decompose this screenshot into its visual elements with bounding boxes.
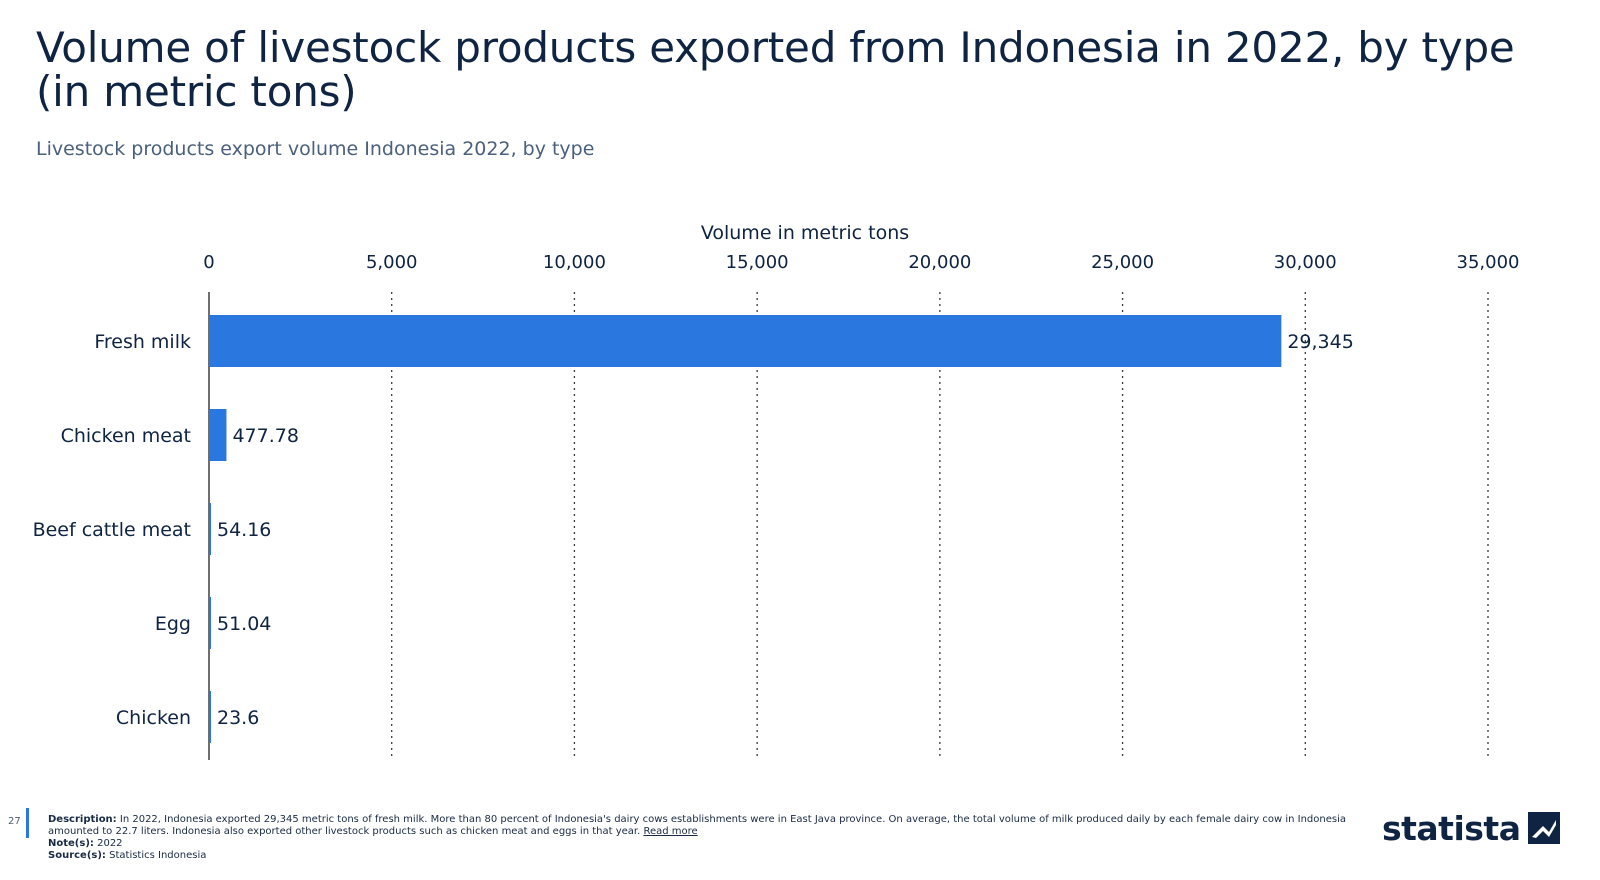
data-label: 54.16 (217, 519, 271, 541)
category-label: Beef cattle meat (33, 519, 191, 541)
bar (209, 597, 211, 649)
category-label: Chicken (116, 707, 191, 729)
notes-text: 2022 (97, 838, 123, 849)
x-axis-title-wrap: Volume in metric tons (0, 222, 1600, 244)
x-tick-label: 20,000 (908, 252, 971, 273)
bar (209, 409, 227, 461)
category-label: Fresh milk (94, 331, 191, 353)
sources: Source(s): Statistics Indonesia (48, 850, 1368, 862)
category-label: Egg (155, 613, 191, 635)
x-axis-title: Volume in metric tons (700, 222, 910, 244)
chart-subtitle: Livestock products export volume Indones… (36, 138, 595, 160)
notes: Note(s): 2022 (48, 838, 1368, 850)
read-more-link[interactable]: Read more (643, 826, 698, 837)
bar (209, 315, 1282, 367)
statista-logo-text: statista (1382, 808, 1521, 848)
description: Description: In 2022, Indonesia exported… (48, 814, 1368, 838)
x-tick-label: 35,000 (1457, 252, 1520, 273)
chart-title: Volume of livestock products exported fr… (36, 23, 1515, 116)
category-label: Chicken meat (61, 425, 191, 447)
x-tick-label: 5,000 (366, 252, 418, 273)
x-tick-label: 30,000 (1274, 252, 1337, 273)
page-number: 27 (8, 816, 21, 827)
x-tick-label: 0 (203, 252, 214, 273)
notes-label: Note(s): (48, 838, 94, 849)
data-label: 29,345 (1287, 331, 1353, 353)
sources-text: Statistics Indonesia (109, 850, 207, 861)
bar (209, 503, 211, 555)
data-label: 51.04 (217, 613, 271, 635)
data-label: 23.6 (217, 707, 259, 729)
footer-accent-bar (26, 808, 29, 838)
x-tick-label: 10,000 (543, 252, 606, 273)
footer: 27 Description: In 2022, Indonesia expor… (0, 808, 1600, 880)
description-text: In 2022, Indonesia exported 29,345 metri… (48, 814, 1347, 837)
sources-label: Source(s): (48, 850, 106, 861)
footer-text: Description: In 2022, Indonesia exported… (48, 814, 1368, 862)
x-tick-label: 25,000 (1091, 252, 1154, 273)
data-label: 477.78 (232, 425, 298, 447)
description-label: Description: (48, 814, 117, 825)
x-tick-label: 15,000 (726, 252, 789, 273)
statista-logo-icon (1528, 812, 1561, 844)
bar-chart: 0 5,000 10,000 15,000 20,000 25,000 30,000 35,0… (33, 252, 1520, 760)
bar (209, 691, 211, 743)
statista-logo[interactable]: statista (1382, 808, 1561, 848)
